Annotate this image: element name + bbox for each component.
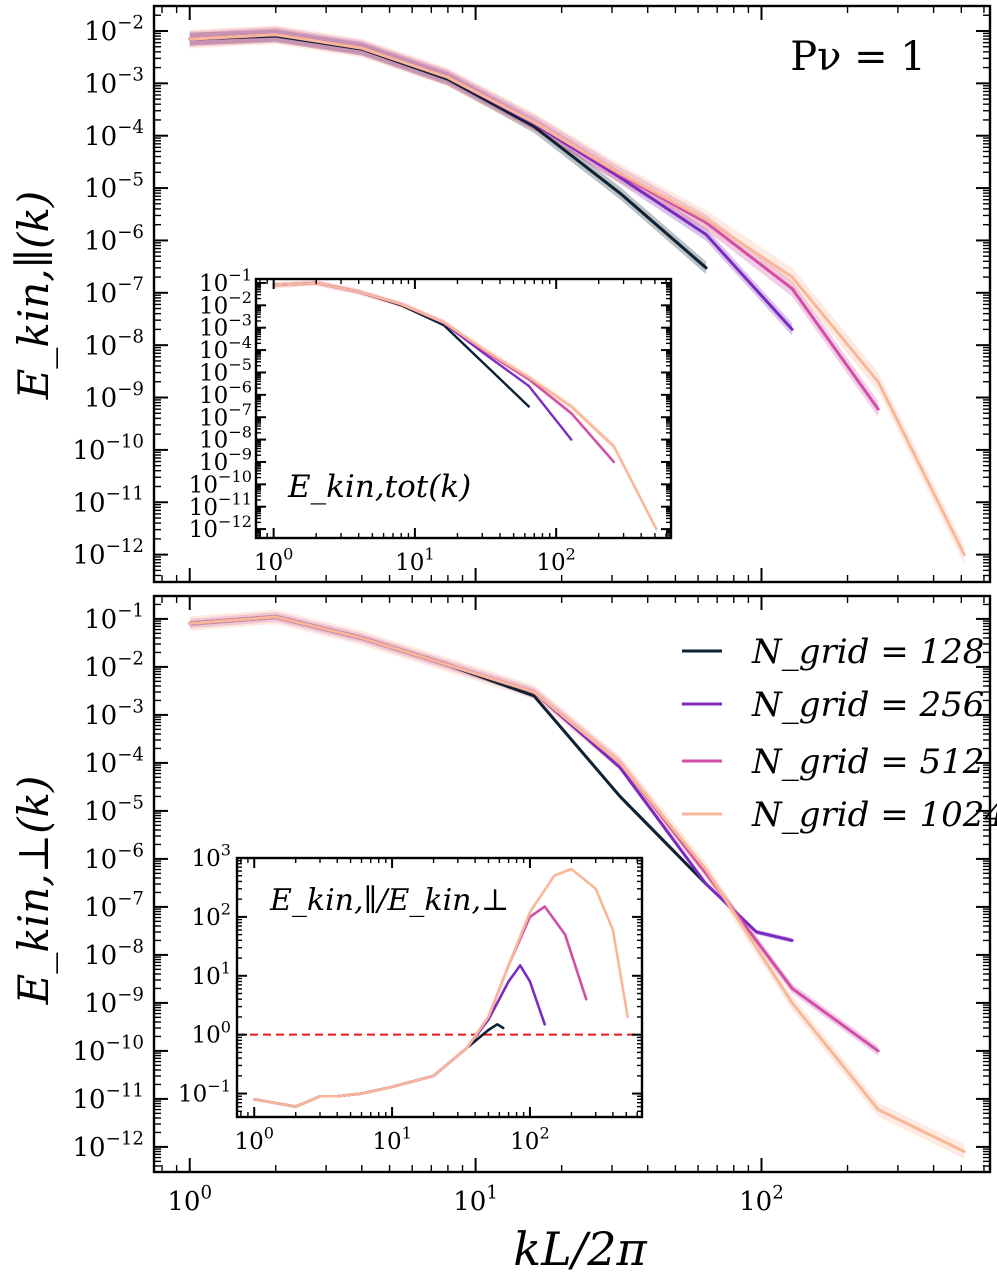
- bottom-ytick-label: 10−2: [84, 648, 144, 683]
- bottom-inset-xtick-label: 100: [234, 1124, 274, 1155]
- top-band-128: [189, 29, 707, 275]
- bottom-ylabel: E_kin,⊥(k): [9, 776, 58, 1006]
- top-ytick-label: 10−2: [84, 12, 144, 47]
- top-inset-ytick-label: 10−12: [189, 512, 252, 543]
- top-inset-line-1024: [272, 281, 658, 531]
- bottom-ytick-label: 10−3: [84, 696, 144, 731]
- top-inset-ytick-label: 10−1: [199, 266, 252, 297]
- top-ytick-label: 10−5: [84, 169, 144, 204]
- bottom-ytick-label: 10−11: [73, 1080, 144, 1115]
- bottom-panel: 100 101 102 10−1 10−2 10−3 10−4 10−5 10−6 10−7 10−…: [9, 594, 992, 1217]
- bottom-inset-ytick-label: 101: [191, 958, 231, 989]
- bottom-ytick-label: 10−9: [84, 984, 144, 1019]
- bottom-ytick-label: 10−1: [84, 600, 144, 635]
- bottom-inset-xtick-label: 101: [372, 1124, 412, 1155]
- top-inset-ytick-label: 10−4: [199, 333, 252, 364]
- bottom-band-128: [189, 614, 707, 887]
- top-inset-xtick-label: 102: [536, 545, 576, 576]
- legend-label-128: N_grid = 128: [751, 632, 984, 672]
- top-ytick-label: 10−11: [73, 484, 144, 519]
- top-ytick-label: 10−8: [84, 327, 144, 362]
- legend-label-512: N_grid = 512: [751, 742, 984, 782]
- bottom-ytick-label: 10−6: [84, 840, 144, 875]
- legend-item-512: N_grid = 512: [682, 742, 984, 782]
- top-line-1024: [188, 33, 966, 557]
- legend-item-128: N_grid = 128: [682, 632, 984, 672]
- top-inset-frame: [254, 277, 673, 540]
- legend-item-1024: N_grid = 1024: [682, 795, 997, 835]
- top-inset-ytick-label: 10−3: [199, 310, 252, 341]
- bottom-inset-ytick-label: 102: [191, 900, 231, 931]
- top-band-1024: [189, 25, 965, 565]
- top-inset-ytick-label: 10−2: [199, 288, 252, 319]
- bottom-ytick-label: 10−12: [73, 1128, 144, 1163]
- top-inset-xtick-label: 101: [395, 545, 435, 576]
- bottom-line-128: [188, 615, 708, 886]
- top-ylabel: E_kin,∥(k): [9, 191, 58, 401]
- top-inset-ytick-label: 10−6: [199, 378, 252, 409]
- bottom-xtick-label: 101: [453, 1182, 498, 1217]
- top-ytick-label: 10−7: [84, 274, 144, 309]
- bottom-inset-ytick-label: 100: [191, 1017, 231, 1048]
- top-inset: 100 101 10210−110−210−310−410−510−610−710−…: [189, 266, 673, 576]
- top-panel: 10−210−310−410−510−610−710−810−910−1010−…: [9, 4, 992, 584]
- bottom-inset-frame: [235, 856, 644, 1119]
- bottom-ytick-label: 10−7: [84, 888, 144, 923]
- annotation-pnu: Pν = 1: [790, 34, 926, 80]
- top-inset-ytick-label: 10−11: [189, 489, 252, 520]
- top-frame: [152, 4, 992, 584]
- top-ytick-label: 10−12: [73, 536, 144, 571]
- bottom-ytick-label: 10−5: [84, 792, 144, 827]
- bottom-inset-title: E_kin,∥/E_kin,⊥: [269, 883, 509, 918]
- bottom-inset-ytick-label: 103: [191, 841, 231, 872]
- bottom-line-1024: [188, 615, 966, 1154]
- legend: N_grid = 128 N_grid = 256 N_grid = 512 N…: [682, 632, 997, 835]
- top-inset-ytick-label: 10−9: [199, 445, 252, 476]
- top-ytick-label: 10−3: [84, 65, 144, 100]
- top-ytick-label: 10−6: [84, 222, 144, 257]
- legend-label-1024: N_grid = 1024: [751, 795, 997, 835]
- bottom-ytick-label: 10−10: [73, 1032, 144, 1067]
- top-ytick-label: 10−10: [73, 431, 144, 466]
- top-ytick-label: 10−9: [84, 379, 144, 414]
- legend-label-256: N_grid = 256: [751, 685, 984, 725]
- top-inset-ytick-label: 10−7: [199, 400, 252, 431]
- top-inset-ytick-label: 10−10: [189, 467, 252, 498]
- bottom-ytick-label: 10−8: [84, 936, 144, 971]
- bottom-xtick-label: 100: [167, 1182, 212, 1217]
- bottom-xtick-label: 102: [739, 1182, 784, 1217]
- bottom-inset-ytick-label: 10−1: [178, 1076, 231, 1107]
- top-inset-ytick-label: 10−5: [199, 355, 252, 386]
- top-inset-title: E_kin,tot(k): [287, 469, 471, 505]
- bottom-ytick-label: 10−4: [84, 744, 144, 779]
- legend-item-256: N_grid = 256: [682, 685, 984, 725]
- bottom-inset-xtick-label: 102: [510, 1124, 550, 1155]
- top-inset-ytick-label: 10−8: [199, 422, 252, 453]
- top-inset-xtick-label: 100: [254, 545, 294, 576]
- bottom-inset-line-1024: [252, 867, 630, 1108]
- top-ytick-label: 10−4: [84, 117, 144, 152]
- x-axis-title: kL/2π: [513, 1222, 647, 1276]
